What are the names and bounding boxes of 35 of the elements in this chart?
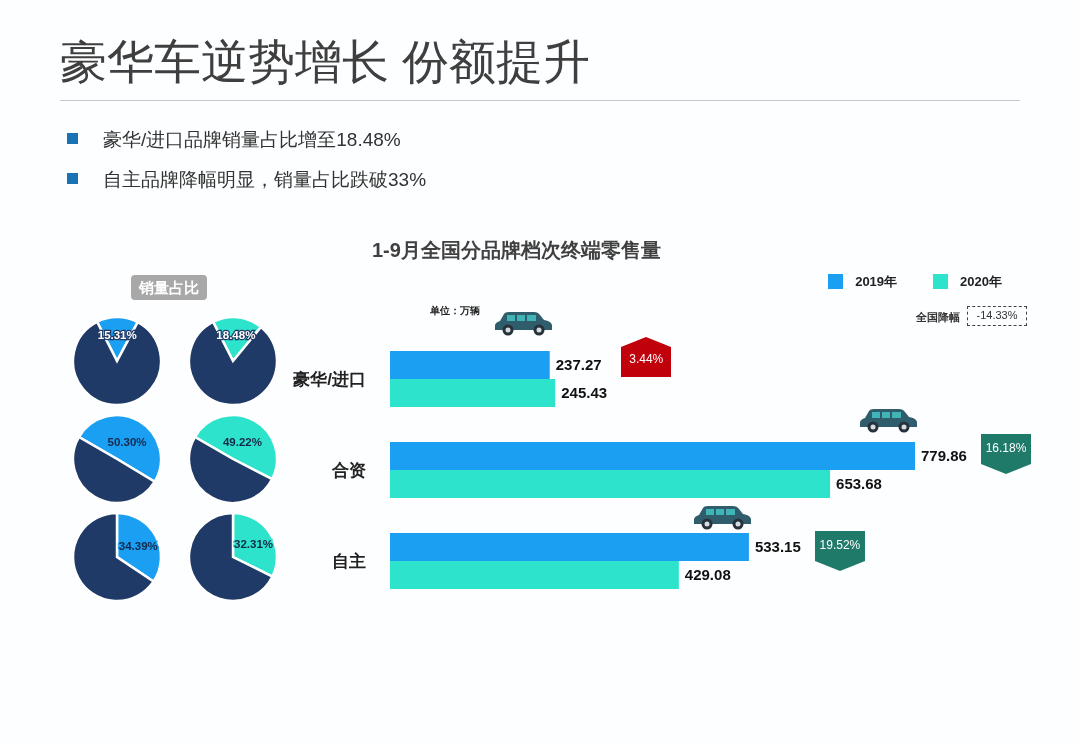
text: 销量占比 [139,279,199,296]
y-tick-label: 自主 [332,551,366,571]
data-label: 429.08 [684,566,731,584]
pie-slice [187,511,274,603]
text: 单位：万辆 [430,305,480,316]
pie-slice [187,320,279,407]
bar [390,470,831,498]
data-label: 49.22% [222,435,262,448]
bar [390,561,679,589]
y-tick-label: 豪华/进口 [292,369,366,389]
annotation: 19.52% [819,538,861,553]
bar [390,379,556,407]
bar [390,442,915,470]
text: 豪华/进口品牌销量占比增至18.48% [103,129,401,150]
chart-title: 1-9月全国分品牌档次终端零售量 [372,239,661,261]
bar [390,351,550,379]
data-label: 653.68 [836,475,882,493]
annotation: 3.44% [629,351,664,366]
text: -14.33% [976,309,1018,321]
data-label: 245.43 [561,384,608,402]
y-tick-label: 合资 [331,460,366,480]
data-label: 34.39% [118,539,158,552]
text: 自主品牌降幅明显，销量占比跌破33% [103,169,427,190]
text: 全国降幅 [916,311,960,323]
data-label: 533.15 [754,538,801,556]
text: 16.18% [985,441,1027,455]
data-label: 237.27 [555,356,602,374]
data-label: 50.30% [107,435,147,448]
data-label: 779.86 [921,447,967,465]
pie-slice [71,320,163,407]
data-label: 32.31% [234,538,274,551]
text: 豪华车逆势增长 份额提升 [60,35,591,88]
bar [390,533,749,561]
legend-label: 2019年 [855,274,898,289]
legend-label: 2020年 [960,274,1002,289]
